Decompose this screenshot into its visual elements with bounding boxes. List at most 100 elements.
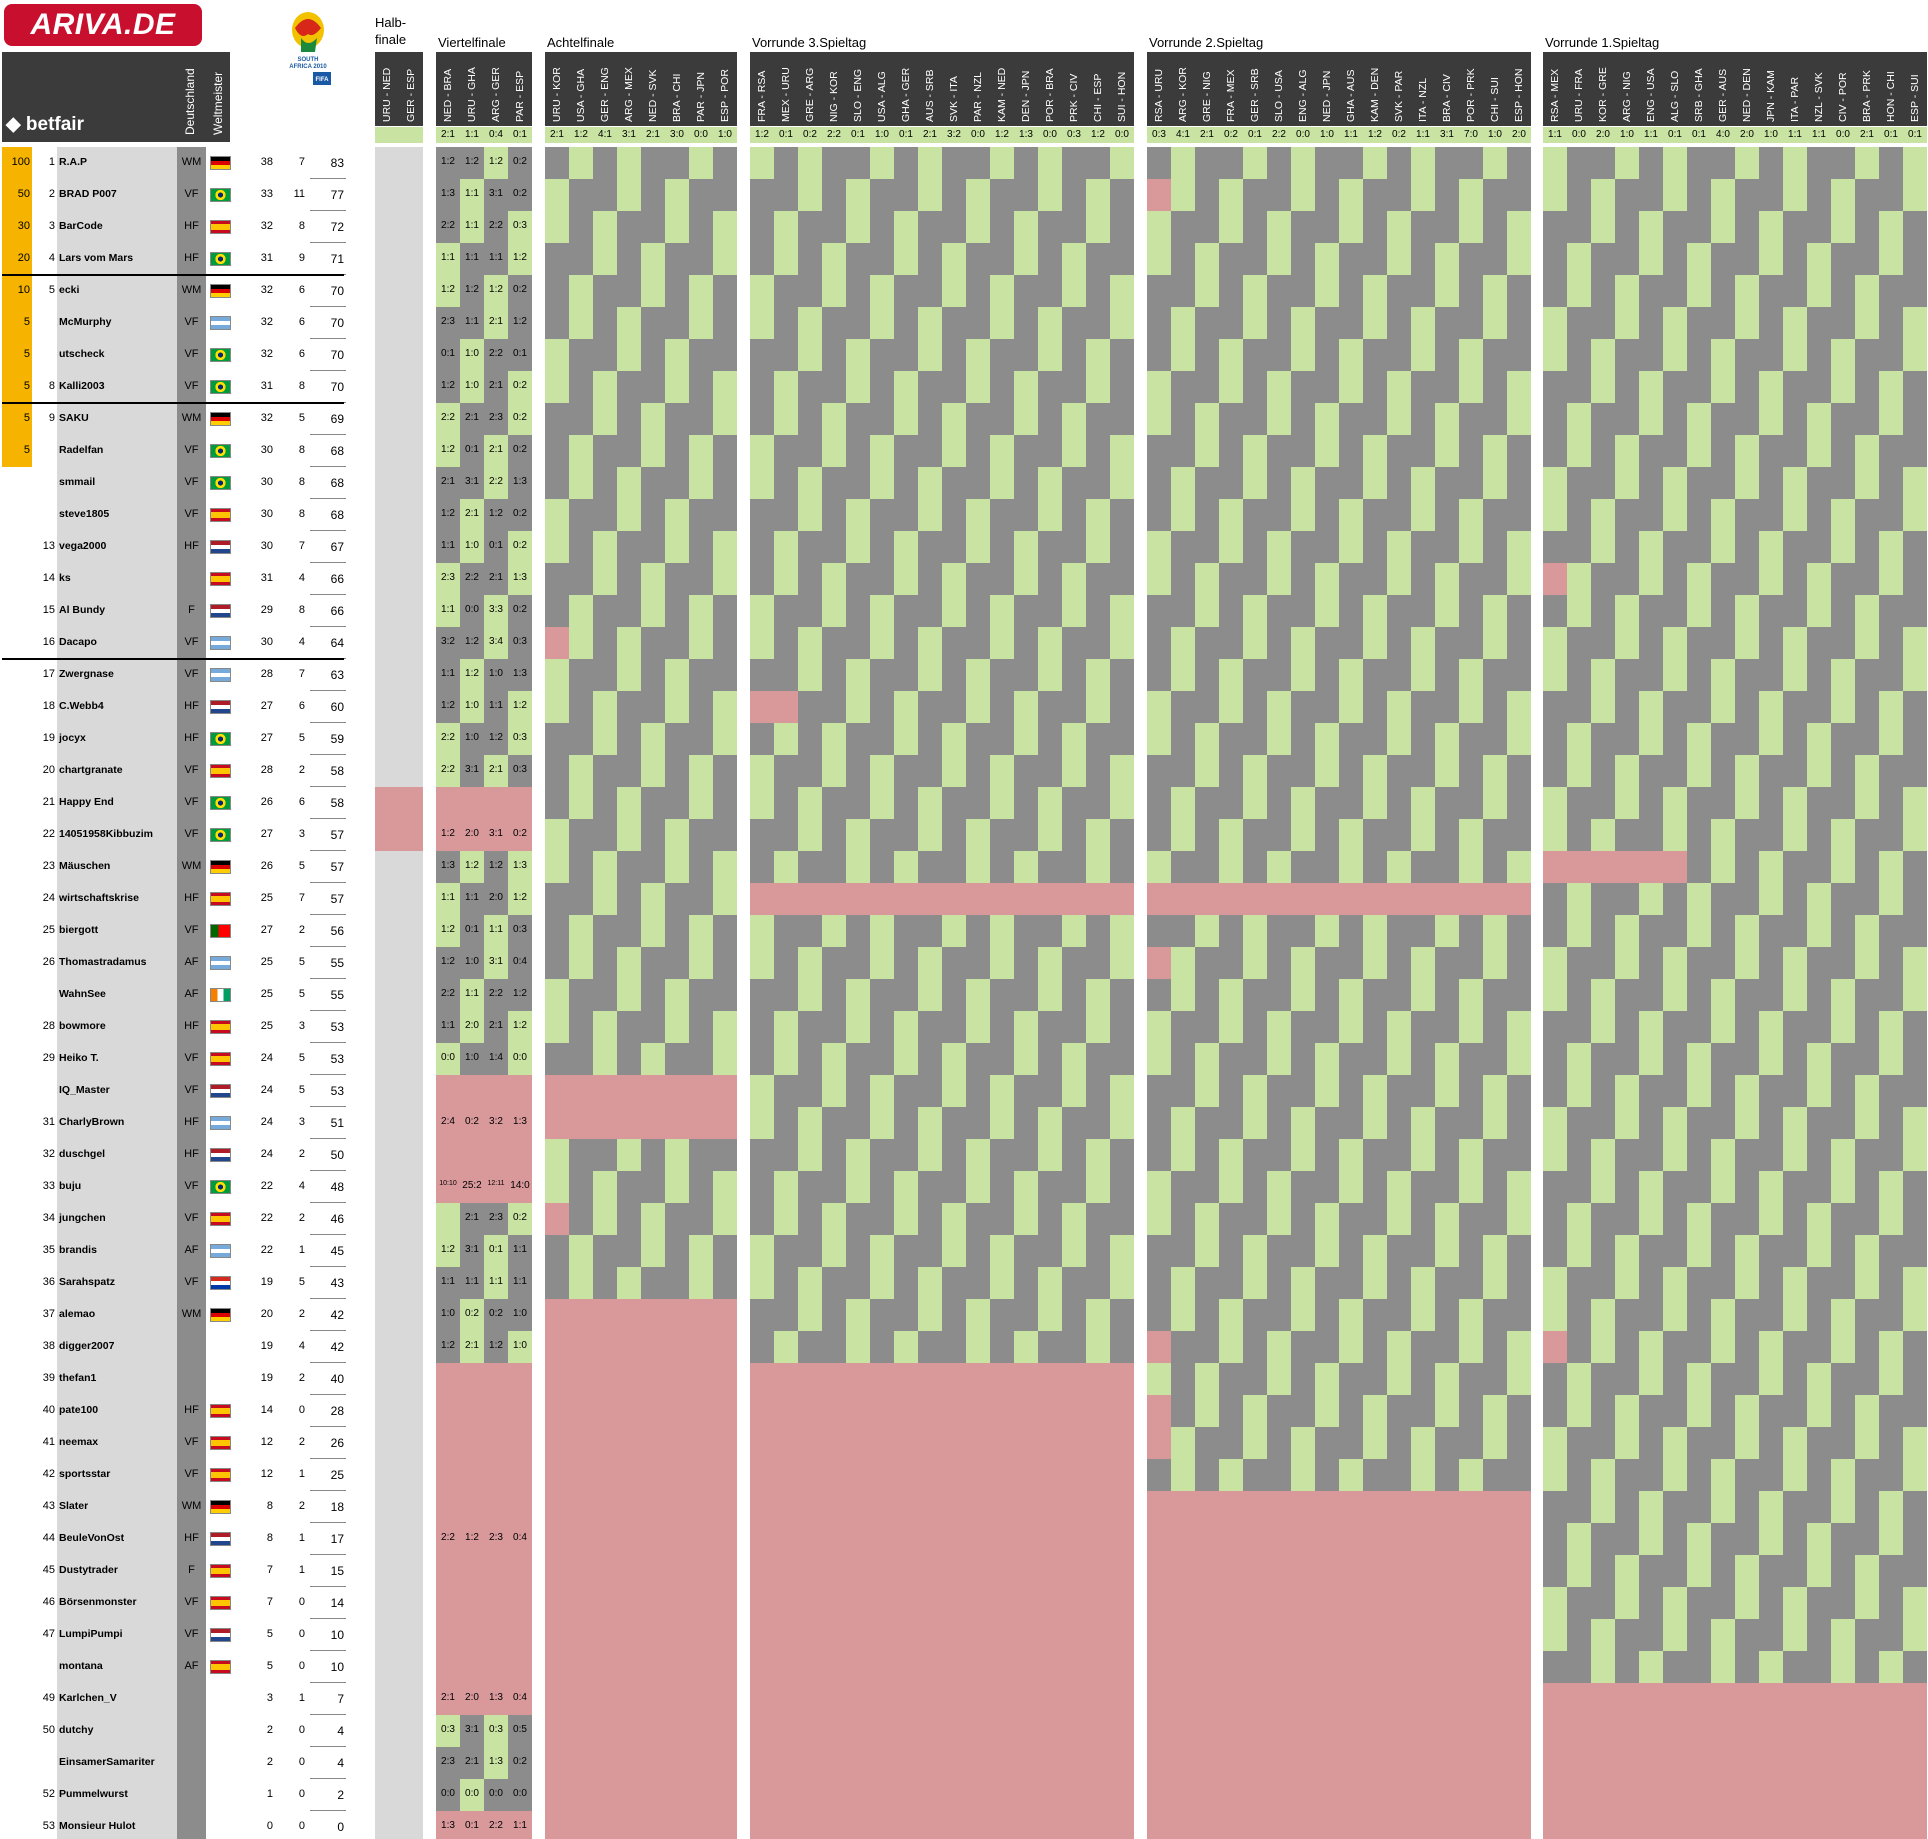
player-name[interactable]: smmail: [59, 476, 96, 488]
player-name[interactable]: utscheck: [59, 348, 105, 360]
player-name[interactable]: SAKU: [59, 412, 89, 424]
betfair-logo[interactable]: ◆ betfair: [6, 114, 84, 135]
player-name[interactable]: Thomastradamus: [59, 956, 147, 968]
section-title: Achtelfinale: [547, 35, 615, 50]
player-name[interactable]: Slater: [59, 1500, 89, 1512]
rank: 39: [42, 1372, 55, 1384]
tip-value: 14:0: [510, 1180, 530, 1191]
tip-count-exact: 30: [260, 540, 273, 552]
player-name[interactable]: Radelfan: [59, 444, 104, 456]
tip-count-exact: 30: [260, 476, 273, 488]
tip-hit-cell: [1171, 307, 1195, 339]
player-name[interactable]: 14051958Kibbuzim: [59, 828, 153, 840]
player-name[interactable]: vega2000: [59, 540, 107, 552]
tip-hit-cell: [1195, 755, 1219, 787]
tip-hit-cell: [1195, 1363, 1219, 1395]
player-name[interactable]: Happy End: [59, 796, 114, 808]
tip-count-tendency: 2: [298, 1308, 305, 1320]
section-title: Halb- finale: [375, 15, 407, 47]
match-header: PAR - ESP: [514, 70, 526, 122]
tip-hit-cell: [870, 947, 894, 979]
tip-hit-cell: [750, 1235, 774, 1267]
de-prediction: VF: [184, 1468, 199, 1480]
player-name[interactable]: alemao: [59, 1308, 96, 1320]
player-name[interactable]: Monsieur Hulot: [59, 1820, 136, 1832]
tip-hit-cell: [1243, 307, 1267, 339]
tip-hit-cell: [1339, 979, 1363, 1011]
player-name[interactable]: Mäuschen: [59, 860, 111, 872]
tip-hit-cell: [1363, 307, 1387, 339]
tip-hit-cell: [1243, 1267, 1267, 1299]
player-name[interactable]: EinsamerSamariter: [59, 1756, 155, 1768]
match-header: GER - ENG: [599, 67, 611, 122]
tip-hit-cell: [460, 851, 484, 883]
player-name[interactable]: Heiko T.: [59, 1052, 99, 1064]
player-name[interactable]: BarCode: [59, 220, 103, 232]
player-name[interactable]: Karlchen_V: [59, 1692, 117, 1704]
tip-hit-cell: [774, 1011, 798, 1043]
tip-hit-cell: [1038, 1299, 1062, 1331]
ariva-logo[interactable]: ARIVA.DE: [4, 4, 202, 46]
player-name[interactable]: montana: [59, 1660, 103, 1672]
player-name[interactable]: Kalli2003: [59, 380, 105, 392]
player-name[interactable]: Zwergnase: [59, 668, 114, 680]
tip-hit-cell: [1062, 275, 1086, 307]
player-name[interactable]: ecki: [59, 284, 80, 296]
player-name[interactable]: Dacapo: [59, 636, 97, 648]
player-name[interactable]: BeuleVonOst: [59, 1532, 125, 1544]
player-name[interactable]: buju: [59, 1180, 82, 1192]
missing-tip-block: [436, 1139, 532, 1203]
player-name[interactable]: R.A.P: [59, 156, 88, 168]
player-name[interactable]: thefan1: [59, 1372, 97, 1384]
player-name[interactable]: Al Bundy: [59, 604, 106, 616]
tip-hit-cell: [822, 723, 846, 755]
de-prediction: HF: [184, 1020, 199, 1032]
player-name[interactable]: neemax: [59, 1436, 99, 1448]
player-name[interactable]: dutchy: [59, 1724, 94, 1736]
player-name[interactable]: jungchen: [59, 1212, 106, 1224]
tip-hit-cell: [1195, 1203, 1219, 1235]
match-header: NED - BRA: [442, 68, 454, 122]
match-header: ENG - USA: [1645, 68, 1657, 122]
tip-hit-cell: [1783, 339, 1807, 371]
player-name[interactable]: steve1805: [59, 508, 110, 520]
tip-hit-cell: [1147, 531, 1171, 563]
player-name[interactable]: wirtschaftskrise: [59, 892, 139, 904]
tip-hit-cell: [1855, 1107, 1879, 1139]
player-name[interactable]: digger2007: [59, 1340, 115, 1352]
tip-hit-cell: [798, 1267, 822, 1299]
player-name[interactable]: sportsstar: [59, 1468, 111, 1480]
player-name[interactable]: brandis: [59, 1244, 97, 1256]
player-name[interactable]: Pummelwurst: [59, 1788, 128, 1800]
player-name[interactable]: Lars vom Mars: [59, 252, 134, 264]
tip-hit-cell: [641, 1043, 665, 1075]
player-name[interactable]: bowmore: [59, 1020, 106, 1032]
tip-hit-cell: [1411, 1299, 1435, 1331]
player-name[interactable]: duschgel: [59, 1148, 106, 1160]
player-name[interactable]: jocyx: [59, 732, 86, 744]
player-name[interactable]: Börsenmonster: [59, 1596, 137, 1608]
player-name[interactable]: biergott: [59, 924, 99, 936]
tip-value: 3:1: [465, 1244, 479, 1255]
player-name[interactable]: ks: [59, 572, 71, 584]
player-name[interactable]: pate100: [59, 1404, 99, 1416]
row-divider: [310, 1298, 346, 1299]
player-name[interactable]: BRAD P007: [59, 188, 117, 200]
player-name[interactable]: chartgranate: [59, 764, 123, 776]
player-name[interactable]: WahnSee: [59, 988, 106, 1000]
tip-hit-cell: [1783, 1587, 1807, 1619]
player-name[interactable]: C.Webb4: [59, 700, 104, 712]
player-name[interactable]: Sarahspatz: [59, 1276, 116, 1288]
player-name[interactable]: McMurphy: [59, 316, 112, 328]
player-name[interactable]: LumpiPumpi: [59, 1628, 123, 1640]
tip-hit-cell: [1759, 1363, 1783, 1395]
tip-hit-cell: [966, 339, 990, 371]
tip-value: 0:2: [513, 156, 527, 167]
player-name[interactable]: Dustytrader: [59, 1564, 118, 1576]
player-name[interactable]: IQ_Master: [59, 1084, 110, 1096]
rank: 20: [42, 764, 55, 776]
champion-flag-icon: [210, 220, 231, 234]
tip-hit-cell: [822, 1043, 846, 1075]
player-name[interactable]: CharlyBrown: [59, 1116, 125, 1128]
row-divider: [310, 434, 346, 435]
